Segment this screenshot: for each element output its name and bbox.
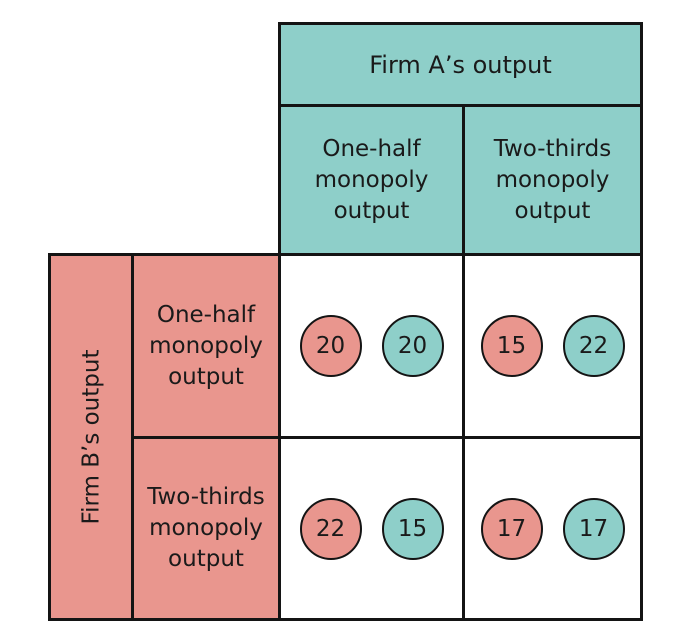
option-label-line: output — [514, 197, 591, 224]
option-label-line: monopoly — [495, 166, 610, 193]
firm-a-option-two-thirds: Two-thirds monopoly output — [462, 104, 643, 256]
payoff-cell-b-half-a-half: 20 20 — [278, 253, 465, 439]
payoff-cell-b-half-a-two-thirds: 15 22 — [462, 253, 643, 439]
firm-a-output-header: Firm A’s output — [278, 22, 643, 107]
payoff-cell-b-two-thirds-a-half: 22 15 — [278, 436, 465, 621]
firm-a-payoff-circle: 22 — [562, 315, 625, 377]
option-label-line: output — [168, 546, 244, 572]
firm-b-output-title: Firm B’s output — [78, 349, 104, 525]
firm-b-payoff-circle: 15 — [480, 315, 543, 377]
firm-a-output-title: Firm A’s output — [369, 50, 552, 79]
firm-a-payoff-circle: 20 — [381, 315, 444, 377]
option-label-line: output — [168, 363, 244, 390]
firm-b-payoff-circle: 17 — [480, 497, 543, 560]
option-label-line: Two-thirds — [493, 135, 612, 162]
option-label-line: monopoly — [314, 166, 429, 193]
firm-a-payoff-circle: 15 — [381, 497, 444, 560]
firm-b-option-one-half: One-half monopoly output — [131, 253, 281, 439]
option-label-line: One-half — [156, 301, 256, 328]
payoff-cell-b-two-thirds-a-two-thirds: 17 17 — [462, 436, 643, 621]
firm-a-payoff-circle: 17 — [562, 497, 625, 560]
option-label-line: One-half — [322, 135, 421, 162]
firm-b-payoff-circle: 22 — [299, 497, 362, 560]
firm-b-output-header: Firm B’s output — [48, 253, 134, 621]
option-label-line: output — [333, 197, 410, 224]
firm-b-option-two-thirds: Two-thirds monopoly output — [131, 436, 281, 621]
firm-b-payoff-circle: 20 — [299, 315, 362, 377]
firm-a-option-one-half: One-half monopoly output — [278, 104, 465, 256]
option-label-line: Two-thirds — [147, 484, 265, 510]
option-label-line: monopoly — [149, 332, 263, 359]
option-label-line: monopoly — [149, 515, 263, 541]
